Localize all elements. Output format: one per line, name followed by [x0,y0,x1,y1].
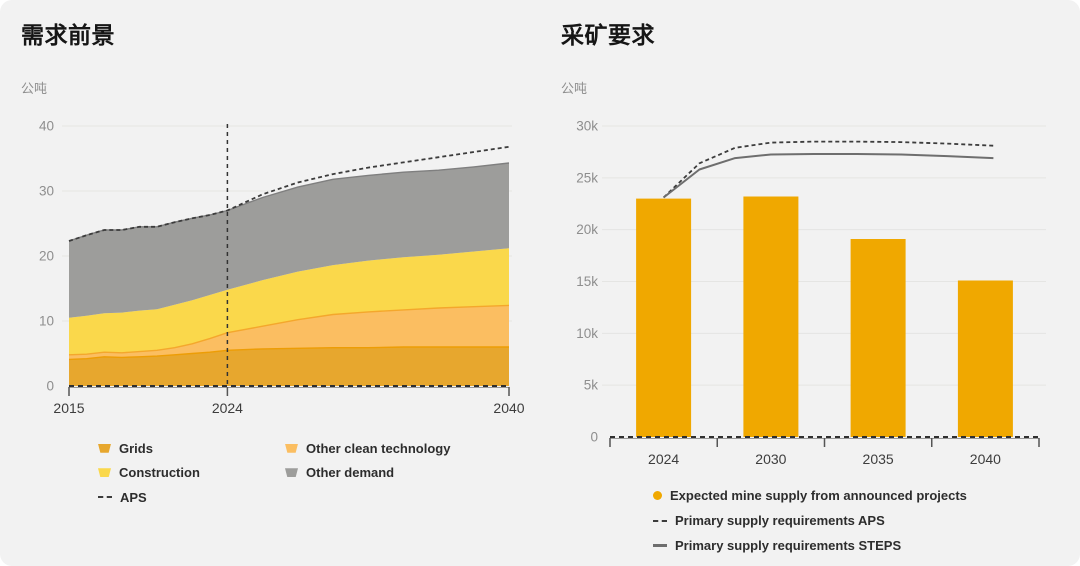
construction-swatch-icon [98,468,111,478]
x-axis-tick-label: 2024 [648,451,679,466]
aps-dashed-line-icon [98,496,112,499]
mine-supply-dot-icon [653,491,662,500]
y-axis-tick-label: 0 [590,430,598,445]
y-axis-tick-label: 20k [576,222,598,237]
mining-chart-title: 采矿要求 [561,22,655,48]
legend-item-other-demand: Other demand [285,461,450,486]
legend-label-requirements-aps: Primary supply requirements APS [675,513,885,528]
requirements-steps-line [662,153,994,199]
area-other-demand [69,163,509,318]
x-axis-tick-label: 2015 [53,400,84,416]
legend-item-construction: Construction [98,461,285,486]
x-axis-tick-label: 2024 [212,400,243,416]
area-construction [69,248,509,355]
supply-bar-2030 [743,196,799,437]
y-axis-tick-label: 0 [46,379,54,394]
y-axis-tick-label: 10k [576,326,598,341]
legend-item-requirements-steps: Primary supply requirements STEPS [653,533,967,558]
y-axis-tick-label: 30k [576,119,598,134]
supply-bar-2040 [957,280,1013,437]
requirements-steps-solid-line-icon [653,544,667,547]
x-axis-tick-label: 2040 [493,400,524,416]
legend-label-requirements-steps: Primary supply requirements STEPS [675,538,902,553]
y-axis-tick-label: 40 [39,119,54,134]
legend-item-expected-mine-supply: Expected mine supply from announced proj… [653,483,967,508]
requirements-aps-dashed-line-icon [653,519,667,522]
demand-chart-title: 需求前景 [21,22,115,48]
legend-label-construction: Construction [119,465,200,481]
y-axis-tick-label: 5k [584,378,599,393]
y-axis-tick-label: 15k [576,274,598,289]
x-axis-tick-label: 2040 [970,451,1001,466]
mining-requirements-panel: 采矿要求 公吨 0 5k 10k 15k 20k 25k 30k 2024 2030 2035 20… [540,0,1080,566]
demand-outlook-panel: 需求前景 公吨 0 10 20 30 40 2015 2024 2040 Grids Cons… [21,22,525,510]
x-axis-tick-label: 2030 [755,451,786,466]
supply-bar-2035 [850,239,906,437]
mining-legend: Expected mine supply from announced proj… [653,483,967,558]
area-grids [69,347,509,386]
legend-label-other-demand: Other demand [306,465,395,481]
y-axis-tick-label: 30 [39,184,54,199]
requirements-aps-line [662,140,994,199]
y-axis-tick-label: 10 [39,314,54,329]
legend-label-expected-mine-supply: Expected mine supply from announced proj… [670,488,967,503]
legend-label-other-clean-technology: Other clean technology [306,440,451,456]
y-axis-tick-label: 25k [576,170,598,185]
other-clean-technology-swatch-icon [285,443,298,453]
supply-bar-2024 [636,198,692,437]
demand-legend: Grids Construction APS Other clean techn… [98,436,450,510]
mining-unit-label: 公吨 [561,81,588,96]
legend-label-aps: APS [120,489,147,505]
mining-bar-chart: 0 5k 10k 15k 20k 25k 30k 2024 2030 2035 2040 [576,119,1046,466]
aps-line [68,145,510,242]
legend-item-aps: APS [98,485,285,510]
legend-item-requirements-aps: Primary supply requirements APS [653,508,967,533]
demand-area-chart: 0 10 20 30 40 2015 2024 2040 [39,119,525,417]
legend-item-other-clean-technology: Other clean technology [285,436,450,461]
legend-label-grids: Grids [119,440,153,456]
y-axis-tick-label: 20 [39,249,54,264]
legend-item-grids: Grids [98,436,285,461]
demand-unit-label: 公吨 [21,81,48,96]
area-edge [68,304,510,356]
area-other-clean-technology [69,305,509,360]
area-edge [68,346,509,361]
other-demand-swatch-icon [285,468,298,478]
grids-swatch-icon [98,443,111,453]
x-axis-tick-label: 2035 [863,451,894,466]
